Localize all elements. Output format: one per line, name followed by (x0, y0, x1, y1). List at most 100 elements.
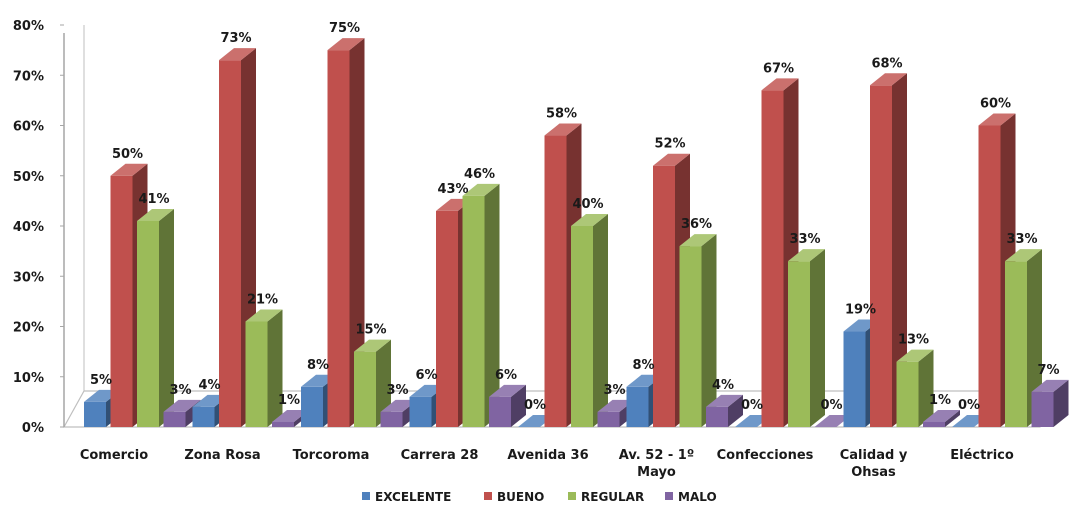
bar-regular (462, 183, 500, 427)
data-label: 73% (220, 31, 251, 46)
data-label: 1% (929, 393, 951, 408)
category-label: Av. 52 - 1º Mayo (619, 448, 694, 480)
category-label: Torcoroma (293, 448, 370, 463)
bar-regular (245, 309, 283, 427)
data-label: 33% (1006, 232, 1037, 247)
bar-side (267, 309, 283, 427)
bar-malo (706, 394, 743, 427)
bar-regular (137, 208, 174, 427)
bar-top (163, 399, 201, 412)
bar-side (918, 349, 934, 427)
bar-front (788, 261, 810, 427)
bar-top (653, 153, 690, 166)
bar-front (489, 396, 511, 427)
data-label: 3% (386, 383, 408, 398)
data-label: 4% (198, 378, 220, 393)
legend-item-bueno: BUENO (484, 490, 544, 504)
bar-front (626, 386, 649, 427)
bar-top (761, 78, 799, 91)
legend-swatch (665, 492, 673, 500)
bar-front (380, 411, 403, 427)
data-label: 8% (307, 358, 329, 373)
data-label: 3% (603, 383, 625, 398)
bar-front (110, 175, 133, 427)
data-label: 21% (247, 292, 278, 307)
bar-top (788, 249, 825, 262)
legend-label: EXCELENTE (375, 490, 451, 504)
category-label: Calidad y Ohsas (840, 448, 908, 480)
bar-top (380, 399, 418, 412)
y-tick-label: 10% (13, 371, 44, 386)
bar-top (272, 409, 309, 422)
data-label: 5% (90, 373, 112, 388)
bar-top (814, 415, 852, 427)
bar-front (245, 321, 268, 427)
y-tick-label: 0% (22, 421, 44, 436)
data-label: 40% (572, 197, 603, 212)
bar-front (571, 226, 593, 427)
bar-bueno (327, 38, 365, 427)
bar-front (354, 351, 376, 427)
bar-regular (571, 214, 608, 427)
bar-front (923, 421, 945, 427)
data-label: 0% (524, 398, 546, 413)
data-label: 6% (415, 368, 437, 383)
bar-side (810, 249, 825, 427)
bar-side (945, 409, 960, 427)
bar-front (409, 396, 432, 427)
bar-top (571, 214, 608, 226)
data-label: 67% (763, 61, 794, 76)
legend-label: BUENO (497, 490, 544, 504)
bar-front (219, 60, 241, 428)
legend-label: MALO (678, 490, 717, 504)
bar-top (462, 183, 500, 196)
bar-top (597, 399, 635, 412)
data-label: 36% (681, 217, 712, 232)
bar-front (896, 361, 919, 427)
category-label: Comercio (80, 448, 148, 463)
bar-side (701, 234, 717, 427)
bar-top (110, 163, 148, 176)
x-axis: Comercio Zona Rosa Torcoroma Carrera 28 Aven… (80, 448, 1014, 480)
bar-front (978, 125, 1001, 427)
category-label: Eléctrico (950, 448, 1014, 463)
bar-regular (896, 349, 934, 427)
data-label: 50% (112, 147, 143, 162)
bar-top (870, 73, 907, 86)
data-label: 68% (871, 56, 902, 71)
bar-front (653, 165, 675, 427)
data-label: 1% (278, 393, 300, 408)
data-label: 0% (741, 398, 763, 413)
bar-front (1031, 391, 1054, 427)
bar-top (706, 394, 743, 407)
category-label: Avenida 36 (507, 448, 588, 463)
bar-top (1031, 379, 1069, 392)
y-tick-label: 60% (13, 120, 44, 135)
bar-front (706, 406, 728, 427)
data-label: 19% (845, 303, 876, 318)
bar-top (544, 123, 582, 136)
bar-front (137, 220, 159, 427)
data-label: 13% (898, 333, 929, 348)
bar-front (163, 411, 186, 427)
bar-front (544, 135, 567, 428)
y-tick-label: 20% (13, 321, 44, 336)
y-tick-label: 50% (13, 170, 44, 185)
y-axis: 0% 10% 20% 30% 40% 50% 60% 70% 80% (13, 19, 64, 436)
bar-malo (923, 409, 960, 427)
bar-side (376, 339, 391, 427)
data-label: 33% (789, 232, 820, 247)
legend-item-excelente: EXCELENTE (362, 490, 451, 504)
category-label: Carrera 28 (401, 448, 479, 463)
bar-side (593, 214, 608, 427)
bar-top (354, 339, 391, 352)
bar-front (1005, 261, 1027, 427)
data-label: 46% (464, 167, 495, 182)
bar-side (728, 394, 743, 427)
bar-bueno (870, 73, 907, 428)
bar-malo (814, 415, 852, 427)
bar-front (192, 406, 215, 427)
bar-side (484, 183, 500, 427)
